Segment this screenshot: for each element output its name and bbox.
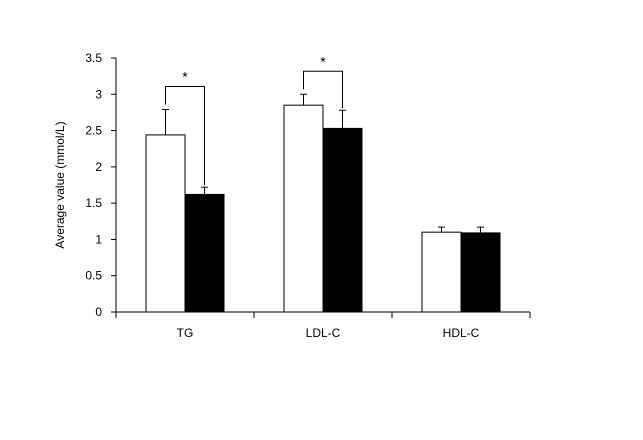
axes: 0 0.5 1 1.5 2 2.5 3 3.5 TG LDL-C HDL-C (85, 51, 531, 340)
significance-label: * (182, 69, 188, 85)
x-tick-label: LDL-C (306, 326, 341, 340)
significance-bracket (165, 86, 205, 186)
bar (283, 104, 324, 313)
y-tick-label: 2 (95, 160, 102, 174)
y-tick-label: 2.5 (85, 124, 102, 138)
significance-bracket (303, 70, 343, 109)
y-tick-label: 0 (95, 305, 102, 319)
bar (184, 193, 225, 313)
bar (322, 127, 363, 313)
bar (421, 231, 462, 313)
bar (145, 134, 186, 313)
error-bars (162, 93, 484, 233)
significance-markers: ** (165, 53, 343, 186)
y-axis-title: Average value (mmol/L) (53, 121, 67, 248)
y-tick-label: 1 (95, 232, 102, 246)
y-tick-label: 3 (95, 87, 102, 101)
bar (460, 232, 501, 313)
y-tick-label: 3.5 (85, 51, 102, 65)
x-tick-label: HDL-C (443, 326, 480, 340)
bars (145, 104, 501, 313)
x-tick-label: TG (177, 326, 194, 340)
y-tick-label: 0.5 (85, 269, 102, 283)
y-tick-label: 1.5 (85, 196, 102, 210)
significance-label: * (320, 53, 326, 69)
